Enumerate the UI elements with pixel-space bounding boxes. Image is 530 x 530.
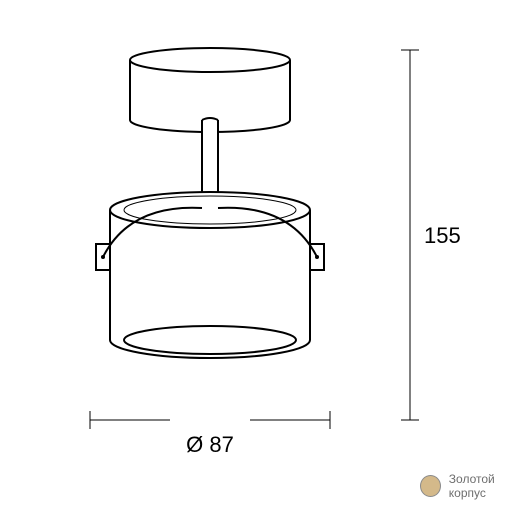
legend-label: Золотой корпус [449, 472, 530, 500]
dimension-height-label: 155 [424, 223, 461, 248]
color-legend: Золотой корпус [420, 472, 530, 500]
diagram-canvas: 155 Ø 87 Золотой корпус [0, 0, 530, 530]
technical-drawing: 155 Ø 87 [0, 0, 530, 530]
dimension-diameter-label: Ø 87 [186, 432, 234, 457]
swatch-gold [420, 475, 441, 497]
